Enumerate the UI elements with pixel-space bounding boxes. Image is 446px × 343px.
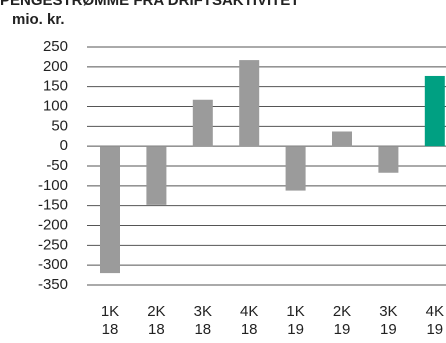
y-tick-label: 100 xyxy=(43,97,68,114)
x-tick-label: 3K xyxy=(379,303,397,320)
y-tick-label: 200 xyxy=(43,58,68,75)
x-tick-label: 1K xyxy=(286,303,304,320)
x-tick-label: 1K xyxy=(101,303,119,320)
x-tick-label: 4K xyxy=(426,303,444,320)
x-tick-label: 18 xyxy=(148,321,165,338)
x-tick-label: 2K xyxy=(333,303,351,320)
bar xyxy=(332,131,352,147)
x-tick-label: 18 xyxy=(102,321,119,338)
y-tick-label: -250 xyxy=(38,236,68,253)
bar xyxy=(239,60,260,147)
x-tick-label: 3K xyxy=(194,303,212,320)
y-tick-label: 250 xyxy=(43,38,68,55)
y-tick-label: -300 xyxy=(38,256,68,273)
bar xyxy=(424,75,445,147)
chart-title: PENGESTRØMME FRA DRIFTSAKTIVITET xyxy=(0,0,299,9)
y-tick-label: 50 xyxy=(51,117,68,134)
y-tick-label: -50 xyxy=(46,157,68,174)
bar xyxy=(285,146,306,191)
x-tick-label: 19 xyxy=(334,321,351,338)
x-tick-label: 18 xyxy=(241,321,258,338)
x-tick-label: 18 xyxy=(194,321,211,338)
bar xyxy=(378,146,399,173)
y-tick-label: 0 xyxy=(60,137,68,154)
x-tick-label: 2K xyxy=(147,303,165,320)
x-tick-label: 19 xyxy=(287,321,304,338)
x-tick-label: 19 xyxy=(380,321,397,338)
bar xyxy=(146,146,167,205)
y-tick-label: -350 xyxy=(38,276,68,293)
y-axis-label: mio. kr. xyxy=(12,11,65,28)
x-tick-label: 4K xyxy=(240,303,258,320)
y-tick-label: 150 xyxy=(43,78,68,95)
x-tick-label: 19 xyxy=(426,321,443,338)
bar xyxy=(100,146,120,274)
y-tick-label: -150 xyxy=(38,197,68,214)
y-tick-label: -200 xyxy=(38,216,68,233)
bar xyxy=(192,99,213,147)
y-tick-label: -100 xyxy=(38,177,68,194)
